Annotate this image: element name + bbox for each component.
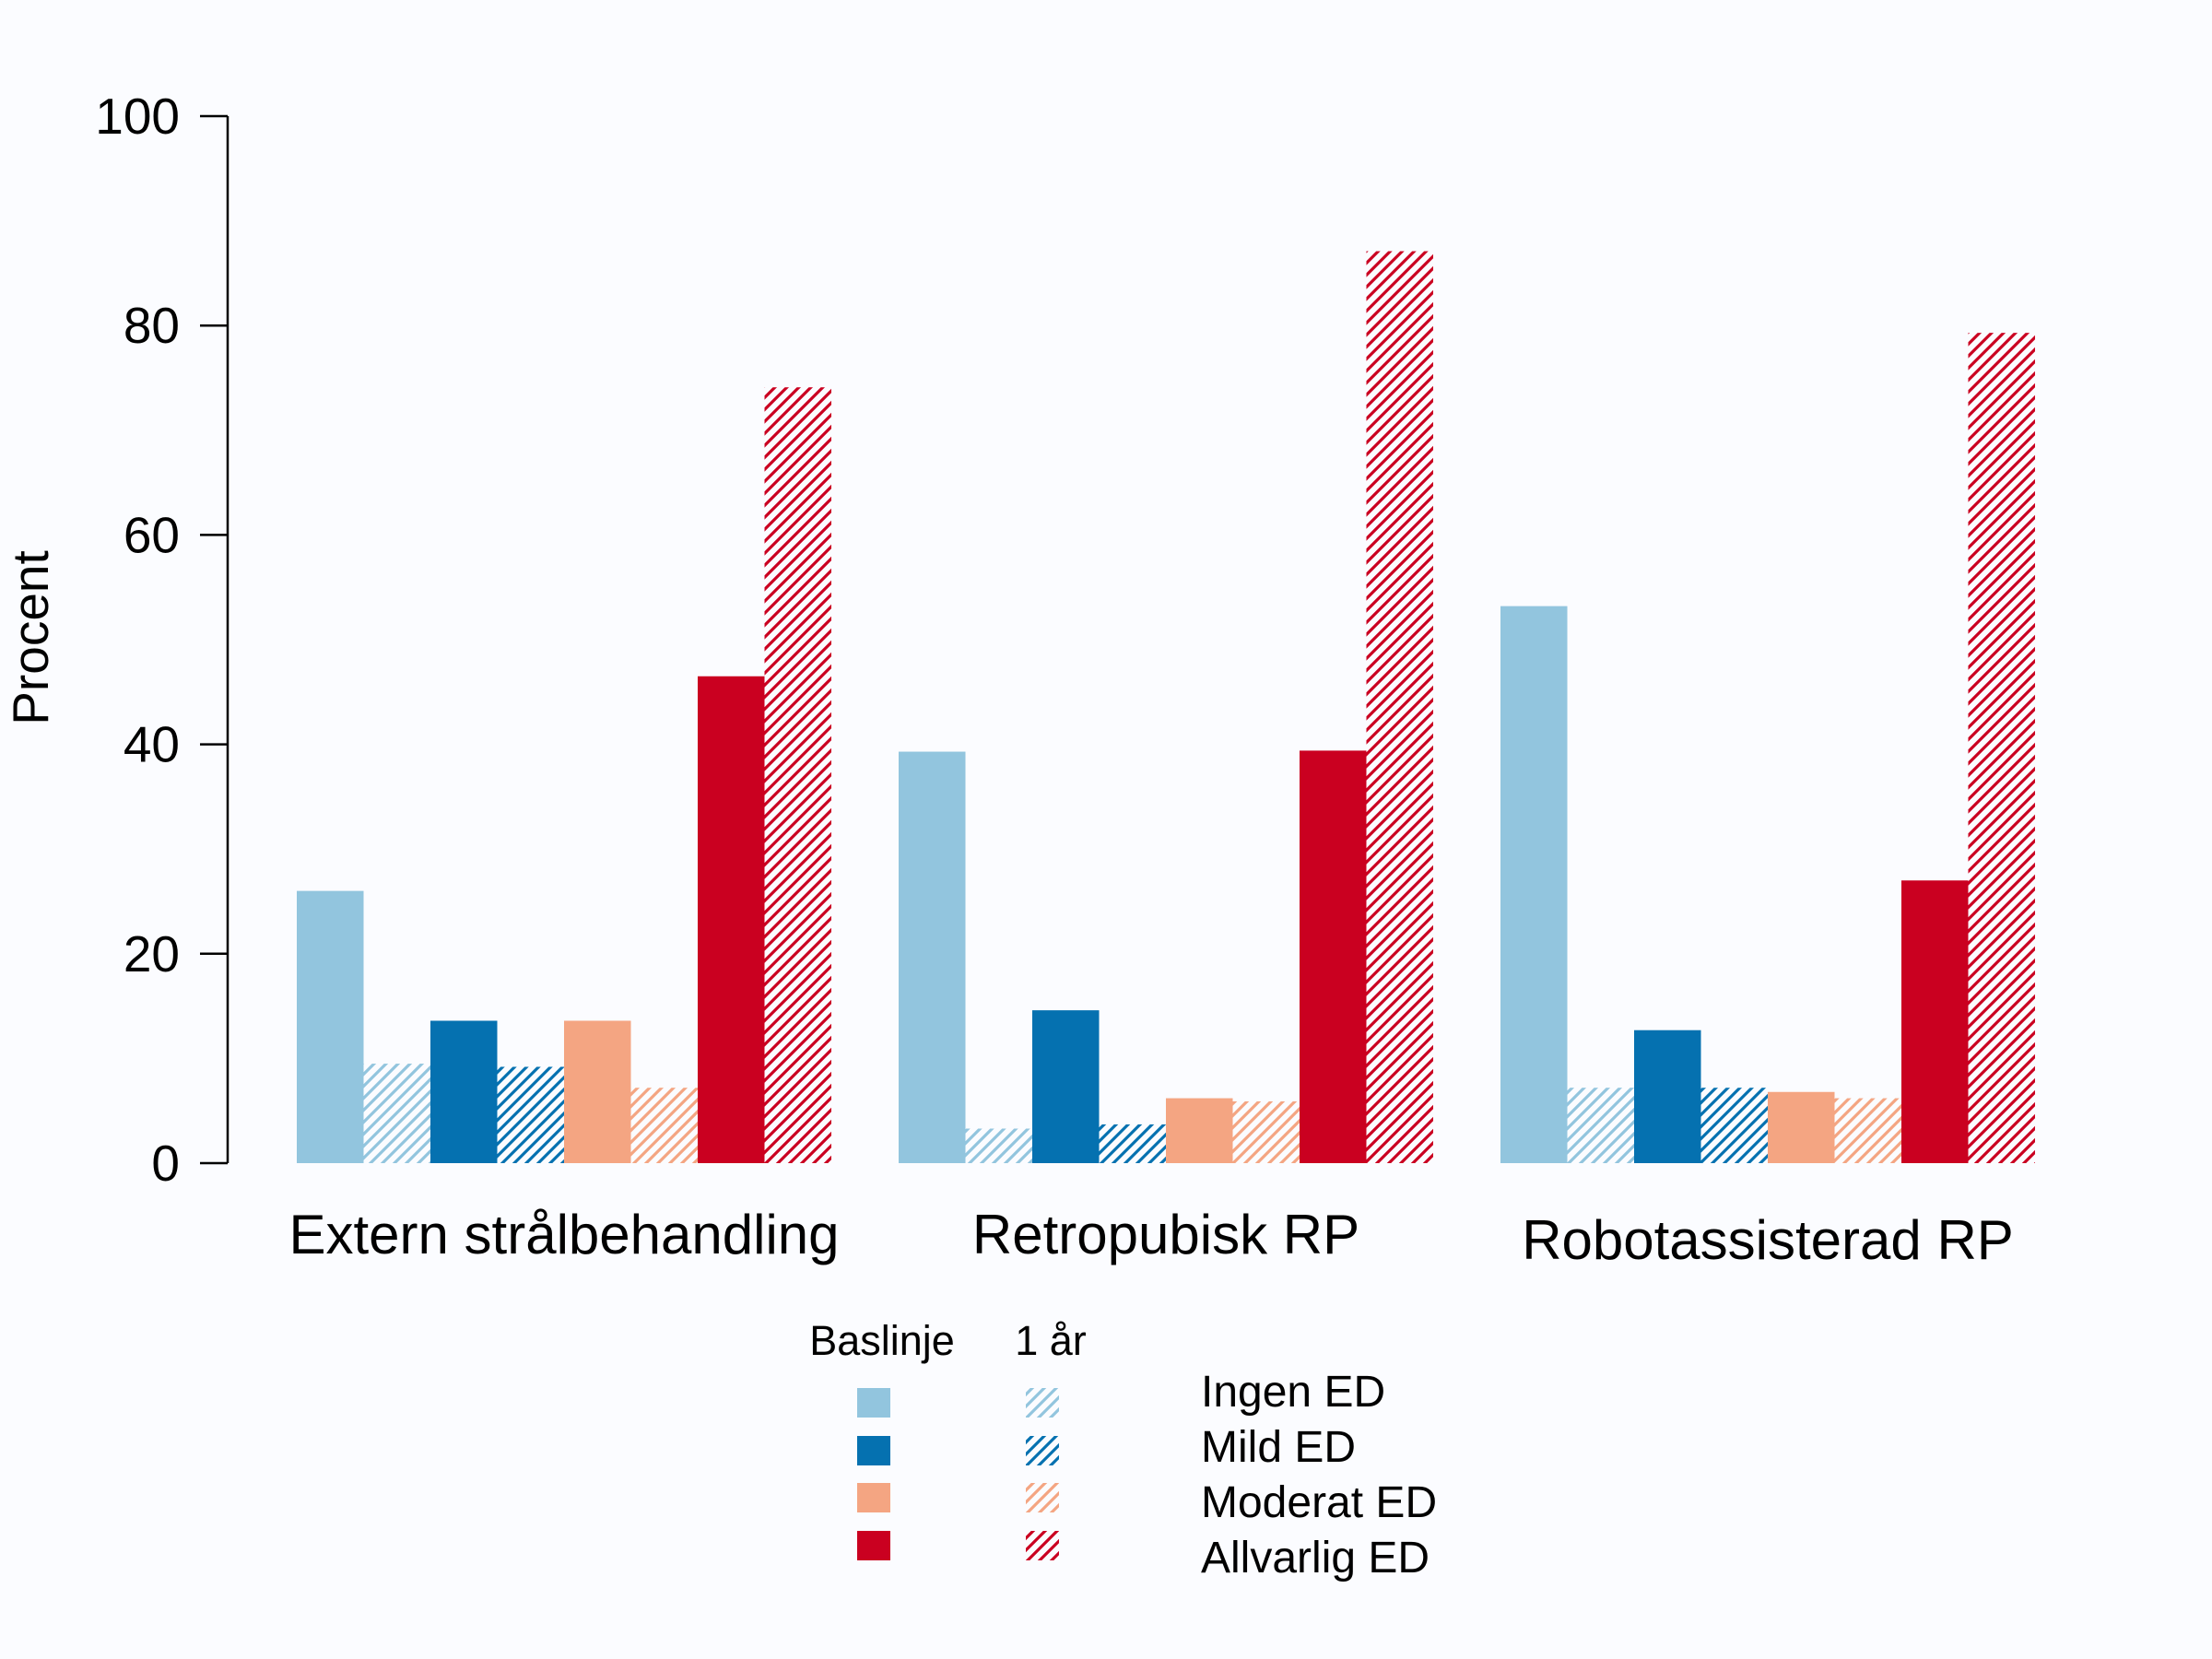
bar-extern-stralbehandling-moderat-ed-baslinje: [564, 1020, 631, 1163]
bar-robotassisterad-rp-moderat-ed-baslinje: [1768, 1091, 1835, 1163]
bar-extern-stralbehandling-allvarlig-ed-1-ar: [764, 387, 831, 1163]
bar-robotassisterad-rp-moderat-ed-1-ar: [1834, 1098, 1901, 1163]
bar-retropubisk-rp-moderat-ed-baslinje: [1166, 1098, 1233, 1163]
bar-extern-stralbehandling-mild-ed-baslinje: [430, 1020, 498, 1163]
category-label-extern-stralbehandling: Extern strålbehandling: [288, 1204, 839, 1265]
bar-retropubisk-rp-mild-ed-1-ar: [1099, 1124, 1166, 1163]
bar-extern-stralbehandling-allvarlig-ed-baslinje: [698, 676, 765, 1163]
legend-label-ingen-ed: Ingen ED: [1201, 1368, 1385, 1417]
legend-swatch-one-year-mild-ed: [1026, 1436, 1059, 1465]
bar-retropubisk-rp-moderat-ed-1-ar: [1232, 1100, 1300, 1163]
bar-robotassisterad-rp-ingen-ed-baslinje: [1500, 606, 1568, 1163]
bar-retropubisk-rp-ingen-ed-baslinje: [899, 751, 966, 1163]
legend-swatch-baseline-allvarlig-ed: [857, 1531, 890, 1560]
legend-header-baseline: Baslinje: [809, 1317, 955, 1364]
bar-extern-stralbehandling-ingen-ed-baslinje: [297, 890, 364, 1163]
y-tick-label: 100: [95, 88, 180, 145]
bar-extern-stralbehandling-ingen-ed-1-ar: [363, 1064, 430, 1163]
y-tick-label: 80: [124, 297, 180, 354]
category-label-retropubisk-rp: Retropubisk RP: [972, 1204, 1359, 1265]
y-axis-label: Procent: [2, 550, 59, 725]
y-tick-label: 40: [124, 716, 180, 773]
legend-swatch-one-year-moderat-ed: [1026, 1483, 1059, 1512]
bar-retropubisk-rp-allvarlig-ed-1-ar: [1366, 251, 1433, 1163]
legend-header-one-year: 1 år: [1015, 1317, 1087, 1364]
y-tick-label: 0: [151, 1135, 180, 1192]
bar-robotassisterad-rp-allvarlig-ed-baslinje: [1901, 880, 1969, 1163]
bar-robotassisterad-rp-allvarlig-ed-1-ar: [1968, 333, 2035, 1164]
bars: [297, 251, 2035, 1164]
bar-robotassisterad-rp-mild-ed-baslinje: [1634, 1030, 1701, 1163]
bar-extern-stralbehandling-moderat-ed-1-ar: [630, 1088, 698, 1163]
legend-swatch-baseline-mild-ed: [857, 1436, 890, 1465]
category-labels: Extern strålbehandling Retropubisk RP Robo…: [288, 1204, 2013, 1271]
bar-extern-stralbehandling-mild-ed-1-ar: [497, 1066, 564, 1163]
legend-swatch-one-year-allvarlig-ed: [1026, 1531, 1059, 1560]
legend: Baslinje 1 år Ingen ED Mild ED Moderat ED A…: [809, 1317, 1437, 1583]
bar-robotassisterad-rp-ingen-ed-1-ar: [1567, 1088, 1634, 1163]
legend-label-allvarlig-ed: Allvarlig ED: [1201, 1534, 1430, 1583]
bar-retropubisk-rp-mild-ed-baslinje: [1032, 1010, 1100, 1163]
legend-label-moderat-ed: Moderat ED: [1201, 1478, 1437, 1527]
bar-robotassisterad-rp-mild-ed-1-ar: [1700, 1088, 1768, 1163]
legend-swatch-one-year-ingen-ed: [1026, 1388, 1059, 1418]
y-tick-label: 20: [124, 925, 180, 982]
y-tick-label: 60: [124, 506, 180, 563]
bar-retropubisk-rp-allvarlig-ed-baslinje: [1300, 750, 1367, 1163]
legend-swatch-baseline-moderat-ed: [857, 1483, 890, 1512]
y-axis: 0 20 40 60 80 100: [95, 88, 229, 1192]
legend-label-mild-ed: Mild ED: [1201, 1423, 1356, 1472]
category-label-robotassisterad-rp: Robotassisterad RP: [1522, 1209, 2014, 1271]
bar-retropubisk-rp-ingen-ed-1-ar: [965, 1128, 1032, 1163]
legend-swatch-baseline-ingen-ed: [857, 1388, 890, 1418]
